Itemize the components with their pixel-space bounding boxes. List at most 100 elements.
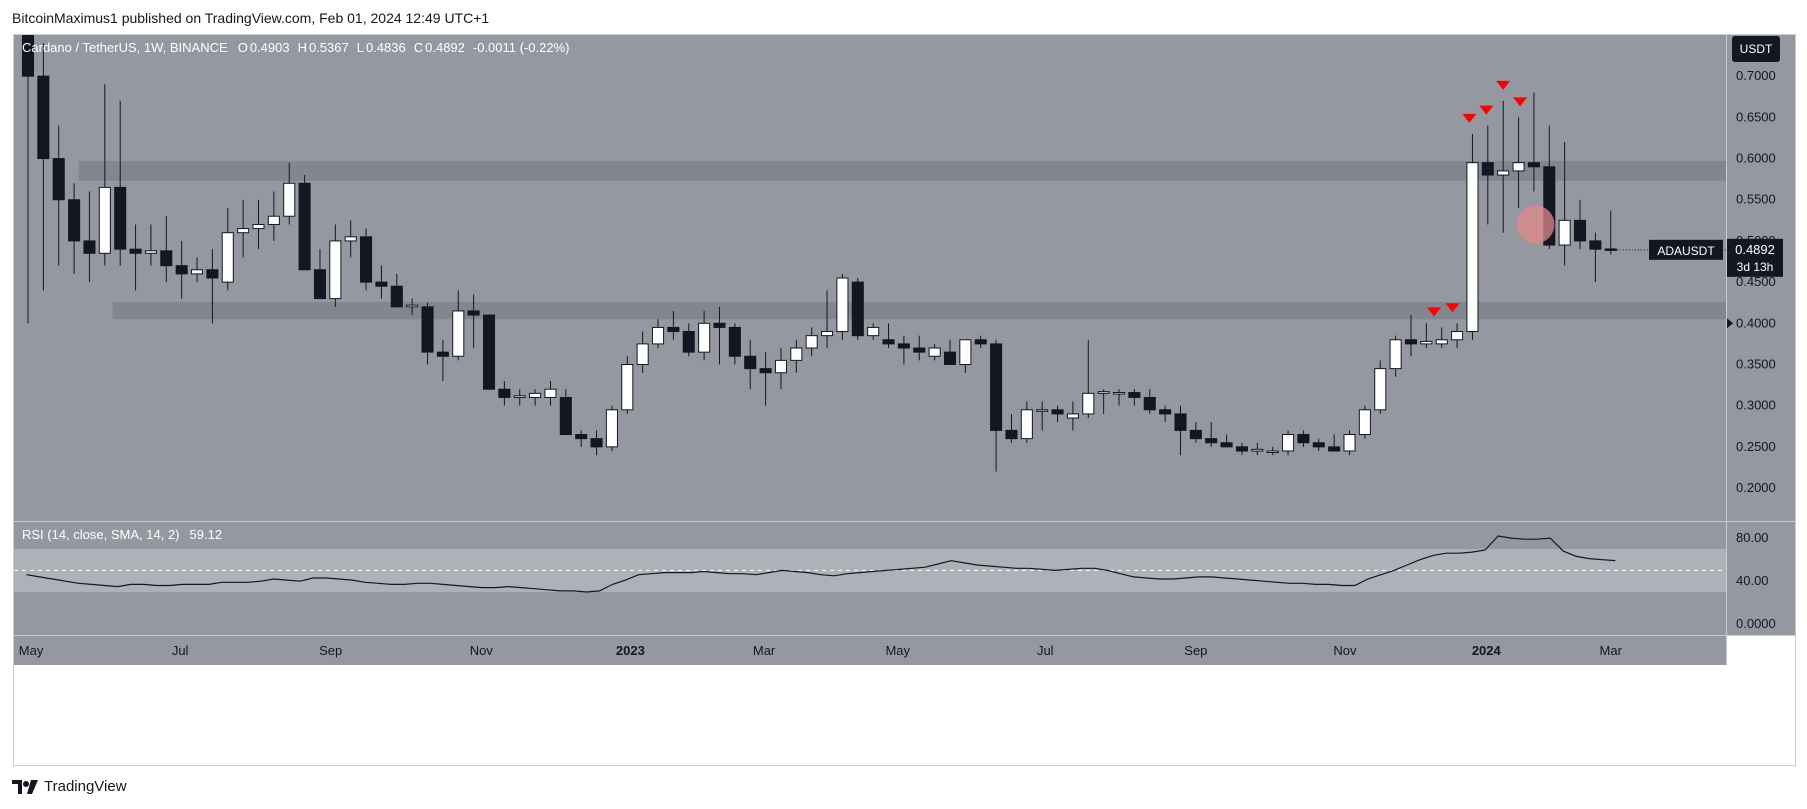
candle-body[interactable]: [452, 310, 465, 357]
candle-body[interactable]: [1497, 170, 1510, 176]
candle-body[interactable]: [759, 368, 772, 374]
candle-body[interactable]: [1481, 162, 1494, 176]
candle-body[interactable]: [421, 306, 434, 353]
candle-body[interactable]: [298, 182, 311, 271]
horizontal-zone-2[interactable]: [112, 301, 1726, 320]
candle-body[interactable]: [1558, 219, 1571, 246]
candle-body[interactable]: [83, 240, 96, 254]
candle-body[interactable]: [728, 326, 741, 357]
candle-body[interactable]: [313, 269, 326, 300]
candle-body[interactable]: [1297, 434, 1310, 444]
candle-body[interactable]: [1404, 339, 1418, 345]
candle-body[interactable]: [1543, 166, 1556, 246]
candle-body[interactable]: [1420, 340, 1433, 345]
candle-body[interactable]: [390, 285, 403, 308]
candle-body[interactable]: [98, 186, 111, 254]
candle-body[interactable]: [959, 339, 972, 365]
candle-body[interactable]: [221, 232, 234, 283]
candle-body[interactable]: [851, 281, 864, 337]
candle-body[interactable]: [52, 158, 65, 201]
candle-body[interactable]: [667, 326, 680, 333]
candle-body[interactable]: [360, 236, 373, 283]
footer-brand[interactable]: TradingView: [12, 778, 127, 795]
candle-body[interactable]: [913, 347, 926, 353]
candle-body[interactable]: [559, 396, 572, 436]
candle-body[interactable]: [882, 339, 895, 345]
candle-body[interactable]: [744, 355, 757, 370]
candle-body[interactable]: [1312, 442, 1325, 448]
candle-body[interactable]: [1235, 446, 1248, 452]
candle-body[interactable]: [1189, 429, 1202, 440]
candle-body[interactable]: [498, 388, 511, 398]
candle-body[interactable]: [529, 392, 542, 398]
candle-body[interactable]: [636, 343, 649, 365]
candle-body[interactable]: [21, 35, 35, 77]
candle-body[interactable]: [1205, 438, 1218, 444]
candle-body[interactable]: [144, 250, 157, 254]
candle-body[interactable]: [344, 236, 357, 242]
candle-body[interactable]: [513, 395, 526, 398]
candle-body[interactable]: [1036, 409, 1049, 412]
candle-body[interactable]: [129, 248, 142, 254]
candle-body[interactable]: [1374, 368, 1387, 411]
candle-body[interactable]: [406, 304, 419, 308]
horizontal-zone-1[interactable]: [78, 161, 1727, 181]
candle-body[interactable]: [774, 359, 787, 374]
candle-body[interactable]: [1251, 448, 1264, 452]
candle-body[interactable]: [990, 343, 1003, 431]
candle-body[interactable]: [575, 434, 588, 440]
candle-body[interactable]: [206, 269, 219, 279]
candle-body[interactable]: [237, 228, 250, 234]
candle-body[interactable]: [1282, 434, 1295, 452]
candle-body[interactable]: [283, 182, 296, 217]
candle-body[interactable]: [605, 409, 618, 448]
candle-body[interactable]: [544, 388, 557, 398]
candle-body[interactable]: [974, 339, 987, 345]
candle-body[interactable]: [1082, 392, 1095, 415]
price-pane-background[interactable]: [14, 35, 1795, 521]
candle-body[interactable]: [943, 351, 957, 365]
candle-body[interactable]: [1266, 450, 1279, 453]
candle-body[interactable]: [836, 277, 849, 333]
candle-body[interactable]: [1435, 339, 1448, 345]
candle-body[interactable]: [867, 326, 880, 337]
candle-body[interactable]: [1097, 391, 1110, 394]
candle-body[interactable]: [1451, 331, 1464, 341]
candle-body[interactable]: [190, 269, 204, 275]
candle-body[interactable]: [1112, 391, 1126, 395]
chart-canvas[interactable]: 0.20000.25000.30000.35000.40000.45000.50…: [14, 35, 1795, 765]
candle-body[interactable]: [436, 351, 449, 357]
candle-body[interactable]: [682, 331, 695, 353]
candle-body[interactable]: [1143, 396, 1156, 411]
candle-body[interactable]: [160, 250, 173, 267]
candle-body[interactable]: [1343, 434, 1356, 452]
candle-body[interactable]: [1328, 446, 1341, 452]
candle-body[interactable]: [1527, 162, 1540, 168]
candle-body[interactable]: [1174, 413, 1187, 431]
candle-body[interactable]: [467, 310, 480, 316]
candle-body[interactable]: [1389, 339, 1402, 370]
candle-body[interactable]: [1358, 409, 1371, 436]
candle-body[interactable]: [114, 186, 127, 250]
candle-body[interactable]: [37, 75, 50, 160]
candle-body[interactable]: [252, 223, 265, 230]
candle-body[interactable]: [821, 331, 834, 337]
candle-body[interactable]: [68, 199, 81, 242]
candle-body[interactable]: [590, 438, 603, 448]
candle-body[interactable]: [1220, 442, 1233, 448]
candle-body[interactable]: [375, 281, 388, 287]
candle-body[interactable]: [482, 314, 496, 390]
candle-body[interactable]: [897, 343, 910, 349]
candle-body[interactable]: [1051, 409, 1064, 415]
candle-body[interactable]: [1005, 429, 1018, 440]
candle-body[interactable]: [713, 322, 726, 328]
candle-body[interactable]: [1066, 413, 1079, 419]
time-axis[interactable]: [14, 636, 1726, 665]
candle-body[interactable]: [805, 335, 818, 349]
candle-body[interactable]: [1466, 162, 1479, 333]
candle-body[interactable]: [928, 347, 941, 357]
candle-body[interactable]: [267, 215, 280, 225]
last-price-box[interactable]: [1727, 238, 1783, 277]
candle-body[interactable]: [651, 326, 665, 345]
candle-body[interactable]: [790, 347, 803, 361]
